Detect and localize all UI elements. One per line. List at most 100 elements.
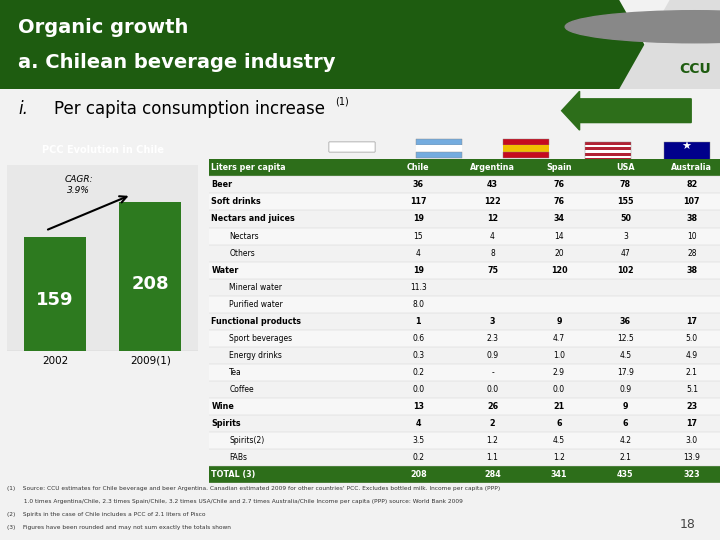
Text: 13: 13 <box>413 402 424 411</box>
Bar <box>329 142 375 152</box>
Bar <box>209 193 720 211</box>
Bar <box>416 139 462 145</box>
Text: Coffee: Coffee <box>229 385 254 394</box>
Text: 14: 14 <box>554 232 564 240</box>
Text: 43: 43 <box>487 180 498 190</box>
Text: 1.0: 1.0 <box>553 351 565 360</box>
Text: 4.9: 4.9 <box>686 351 698 360</box>
Text: (2)    Spirits in the case of Chile includes a PCC of 2.1 liters of Pisco: (2) Spirits in the case of Chile include… <box>7 512 206 517</box>
Polygon shape <box>0 0 670 89</box>
Text: a. Chilean beverage industry: a. Chilean beverage industry <box>18 53 336 72</box>
Text: 1.2: 1.2 <box>553 453 565 462</box>
Text: Liters per capita: Liters per capita <box>212 163 286 172</box>
Text: 13.9: 13.9 <box>683 453 701 462</box>
Text: 0.9: 0.9 <box>487 351 498 360</box>
Text: 50: 50 <box>620 214 631 224</box>
Text: Water: Water <box>212 266 239 275</box>
Text: 122: 122 <box>484 198 501 206</box>
FancyArrow shape <box>562 91 691 130</box>
Text: 4: 4 <box>416 248 420 258</box>
Text: Mineral water: Mineral water <box>229 283 282 292</box>
Bar <box>416 145 462 152</box>
Bar <box>585 153 631 156</box>
Text: 4.7: 4.7 <box>553 334 565 343</box>
Text: 0.9: 0.9 <box>619 385 631 394</box>
Text: Organic growth: Organic growth <box>18 18 189 37</box>
Text: Soft drinks: Soft drinks <box>212 198 261 206</box>
Bar <box>120 202 181 351</box>
Text: 78: 78 <box>620 180 631 190</box>
Text: 3.5: 3.5 <box>413 436 425 445</box>
Bar <box>664 142 710 161</box>
Bar <box>416 152 462 158</box>
Text: Beer: Beer <box>212 180 233 190</box>
Text: i.: i. <box>18 99 28 118</box>
Text: 5.1: 5.1 <box>686 385 698 394</box>
Text: (3)    Figures have been rounded and may not sum exactly the totals shown: (3) Figures have been rounded and may no… <box>7 525 231 530</box>
Text: 0.3: 0.3 <box>413 351 425 360</box>
Text: 3: 3 <box>623 232 628 240</box>
Text: 4: 4 <box>490 232 495 240</box>
Text: 36: 36 <box>413 180 424 190</box>
Text: 9: 9 <box>623 402 628 411</box>
Text: 3.0: 3.0 <box>686 436 698 445</box>
Text: 26: 26 <box>487 402 498 411</box>
Text: 15: 15 <box>413 232 423 240</box>
Text: 1.1: 1.1 <box>487 453 498 462</box>
Text: 1.2: 1.2 <box>487 436 498 445</box>
Text: CAGR:
3.9%: CAGR: 3.9% <box>64 176 93 195</box>
Text: 20: 20 <box>554 248 564 258</box>
Text: Nectars: Nectars <box>229 232 259 240</box>
Text: 38: 38 <box>686 266 698 275</box>
Text: 102: 102 <box>617 266 634 275</box>
Text: 2.3: 2.3 <box>487 334 498 343</box>
Text: CCU: CCU <box>679 63 711 77</box>
Text: 9: 9 <box>557 317 562 326</box>
Text: 0.0: 0.0 <box>487 385 498 394</box>
Text: 4.5: 4.5 <box>553 436 565 445</box>
Text: 12.5: 12.5 <box>617 334 634 343</box>
Text: Spirits: Spirits <box>212 419 241 428</box>
Text: 0.2: 0.2 <box>413 368 424 377</box>
Text: 38: 38 <box>686 214 698 224</box>
Bar <box>503 139 549 145</box>
Text: 3: 3 <box>490 317 495 326</box>
Text: Australia: Australia <box>671 163 712 172</box>
Bar <box>209 398 720 415</box>
Bar <box>209 466 720 483</box>
Bar <box>503 145 549 152</box>
Text: Tea: Tea <box>229 368 242 377</box>
Text: 8.0: 8.0 <box>413 300 424 309</box>
Text: 21: 21 <box>554 402 564 411</box>
Text: Energy drinks: Energy drinks <box>229 351 282 360</box>
Text: 34: 34 <box>554 214 564 224</box>
Bar <box>209 159 720 177</box>
Text: (1)    Source: CCU estimates for Chile beverage and beer Argentina. Canadian est: (1) Source: CCU estimates for Chile beve… <box>7 486 500 491</box>
Text: USA: USA <box>616 163 635 172</box>
Text: 8: 8 <box>490 248 495 258</box>
Text: 19: 19 <box>413 214 424 224</box>
Text: Functional products: Functional products <box>212 317 302 326</box>
Text: 5.0: 5.0 <box>686 334 698 343</box>
Text: 2.1: 2.1 <box>686 368 698 377</box>
Bar <box>329 142 375 152</box>
Text: Wine: Wine <box>212 402 234 411</box>
Bar <box>585 147 631 150</box>
Text: 6: 6 <box>557 419 562 428</box>
Text: 12: 12 <box>487 214 498 224</box>
Text: Argentina: Argentina <box>470 163 515 172</box>
Text: 2: 2 <box>490 419 495 428</box>
Text: 17.9: 17.9 <box>617 368 634 377</box>
Text: 76: 76 <box>554 180 564 190</box>
Text: TOTAL (3): TOTAL (3) <box>212 470 256 480</box>
Text: Per capita consumption increase: Per capita consumption increase <box>54 99 325 118</box>
Text: 17: 17 <box>686 419 698 428</box>
Bar <box>585 159 631 161</box>
Text: 4.2: 4.2 <box>619 436 631 445</box>
Text: 23: 23 <box>686 402 698 411</box>
Text: (1): (1) <box>335 96 348 106</box>
Text: 36: 36 <box>620 317 631 326</box>
Text: 1.0 times Argentina/Chile, 2.3 times Spain/Chile, 3.2 times USA/Chile and 2.7 ti: 1.0 times Argentina/Chile, 2.3 times Spa… <box>7 499 463 504</box>
Text: 107: 107 <box>683 198 700 206</box>
Text: 11.3: 11.3 <box>410 283 427 292</box>
